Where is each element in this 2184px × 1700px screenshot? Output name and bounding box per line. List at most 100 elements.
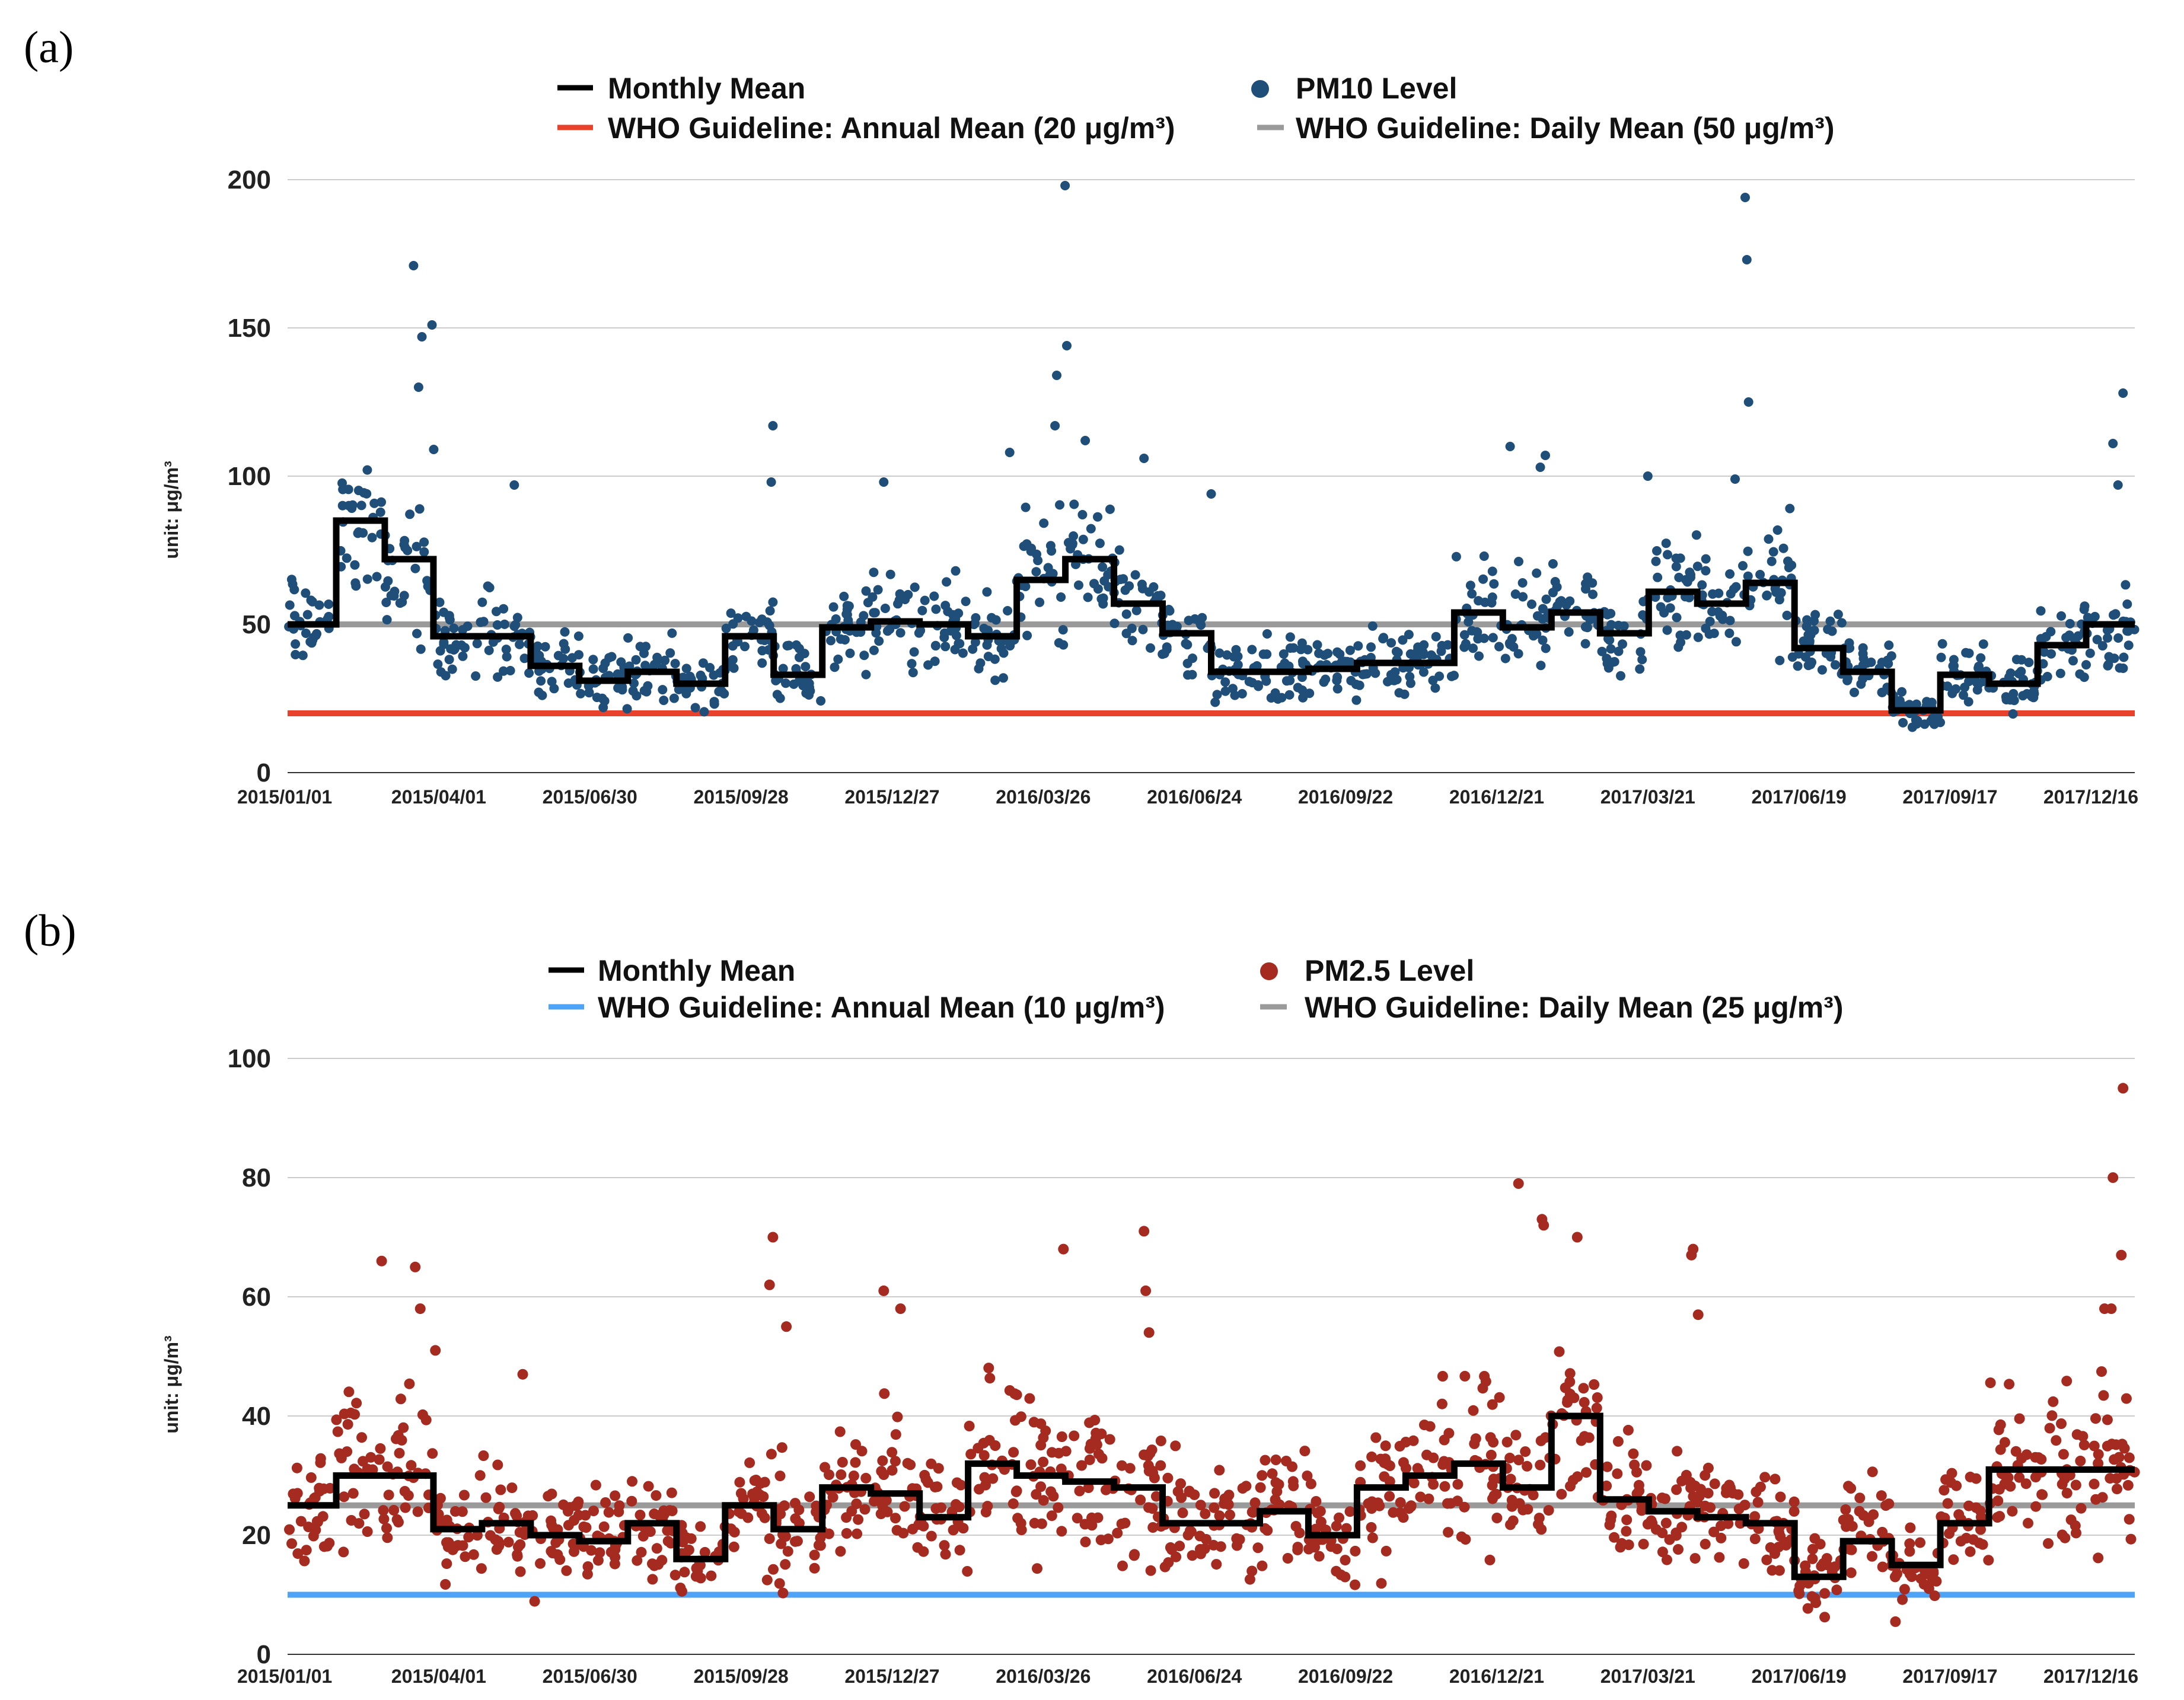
data-point (309, 1492, 320, 1504)
data-point (1942, 1498, 1953, 1509)
data-point (1069, 499, 1079, 509)
data-point (1550, 577, 1560, 586)
data-point (1370, 668, 1380, 678)
data-point (1507, 634, 1517, 644)
data-point (1089, 1415, 1101, 1425)
data-point (1439, 1434, 1450, 1446)
data-point (1487, 1399, 1498, 1410)
data-point (537, 690, 547, 700)
data-point (1366, 642, 1376, 652)
data-point (343, 1386, 355, 1398)
data-point (359, 488, 369, 498)
data-point (2061, 633, 2071, 643)
data-point (1974, 661, 1984, 671)
data-point (382, 615, 392, 625)
data-point (1121, 609, 1131, 619)
data-point (1043, 563, 1053, 573)
data-point (395, 598, 405, 608)
data-point (2090, 1413, 2101, 1424)
data-point (1827, 626, 1837, 636)
data-point (2057, 1479, 2068, 1490)
legend-points-swatch (1251, 80, 1269, 98)
data-point (1601, 1480, 1612, 1491)
data-point (1675, 553, 1685, 563)
data-point (991, 615, 1001, 625)
data-point (351, 1398, 362, 1409)
data-point (622, 704, 632, 714)
data-point (1856, 679, 1866, 689)
data-point (951, 1477, 962, 1488)
data-point (1785, 503, 1795, 513)
data-point (1637, 655, 1647, 665)
data-point (1187, 669, 1197, 680)
data-point (2024, 658, 2034, 668)
data-point (1214, 1465, 1225, 1476)
data-point (631, 655, 641, 665)
data-point (492, 607, 501, 617)
data-point (1237, 689, 1247, 699)
x-tick-label: 2017/09/17 (1902, 786, 1997, 808)
data-point (503, 1536, 514, 1548)
data-point (1591, 1402, 1602, 1414)
data-point (695, 1521, 706, 1532)
data-point (1773, 1542, 1784, 1553)
data-point (419, 547, 429, 557)
data-point (1312, 1507, 1324, 1519)
data-point-outlier (2106, 1303, 2117, 1315)
data-point (1592, 1392, 1603, 1403)
data-point-outlier (2116, 1249, 2127, 1261)
data-point (1733, 1489, 1744, 1500)
data-point (1367, 621, 1378, 631)
data-point (378, 1513, 390, 1524)
data-point-outlier (1139, 454, 1149, 463)
data-point (1651, 556, 1661, 566)
data-point (2056, 1418, 2067, 1429)
data-point (861, 669, 871, 680)
data-point (1946, 1468, 1957, 1479)
data-point (2046, 1410, 2058, 1421)
data-point (2083, 613, 2093, 623)
data-point (439, 639, 449, 649)
data-point (828, 602, 838, 612)
data-point (494, 1501, 505, 1513)
data-point (2098, 1390, 2109, 1401)
data-point (447, 1544, 458, 1555)
data-point (1554, 1346, 1565, 1357)
data-point (2093, 1449, 2104, 1460)
data-point (306, 595, 316, 605)
data-point (1253, 680, 1263, 690)
x-tick-label: 2017/09/17 (1902, 1666, 1997, 1687)
data-point (1845, 1483, 1857, 1494)
data-point (1459, 1370, 1471, 1382)
data-point (929, 1481, 940, 1492)
data-point (483, 581, 493, 591)
data-point (1452, 1495, 1463, 1507)
data-point (1723, 1518, 1734, 1529)
data-point (365, 1452, 377, 1463)
data-point (1898, 717, 1908, 728)
data-point (1535, 1459, 1546, 1471)
data-point (747, 616, 757, 626)
data-point (362, 1526, 373, 1537)
data-point (1127, 623, 1137, 633)
data-point (334, 1448, 345, 1459)
data-point (1905, 700, 1914, 710)
data-point (1170, 1440, 1181, 1452)
data-point (1146, 1444, 1158, 1456)
data-point (515, 1566, 526, 1577)
data-point (1439, 1481, 1450, 1492)
data-point (1074, 1485, 1085, 1497)
data-point (2044, 1422, 2055, 1434)
data-point (1579, 1397, 1590, 1408)
data-point-outlier (2113, 480, 2123, 490)
data-point (1602, 1461, 1613, 1472)
data-point (1532, 568, 1542, 578)
data-point (1660, 1517, 1672, 1529)
data-point (338, 1546, 349, 1558)
data-point (1810, 610, 1820, 620)
data-point (598, 703, 608, 713)
data-point (891, 1524, 903, 1536)
data-point (1220, 686, 1230, 696)
data-point (728, 1541, 739, 1552)
